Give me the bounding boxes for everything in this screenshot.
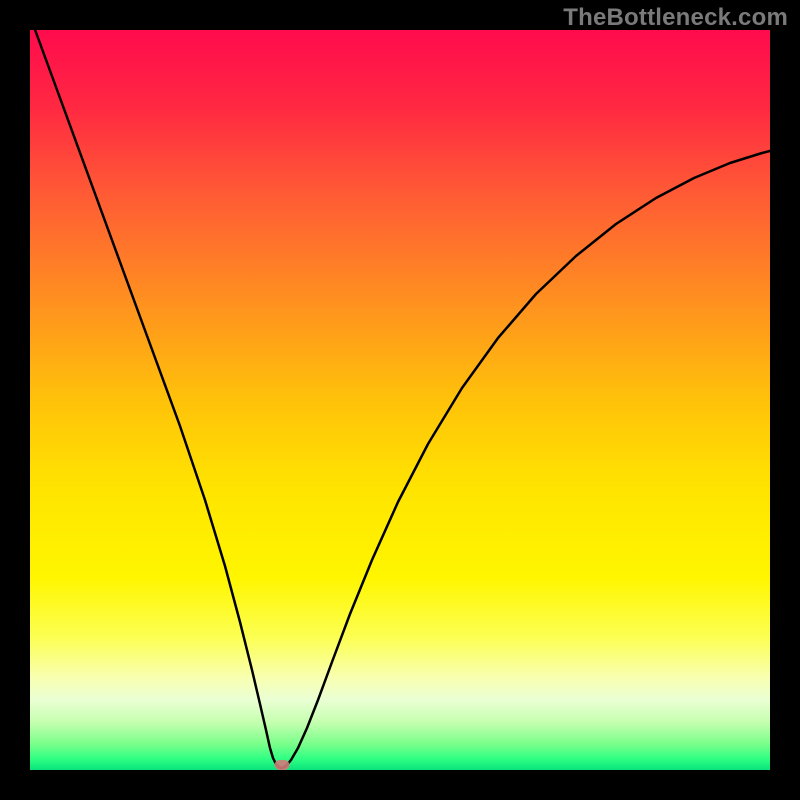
chart-container: TheBottleneck.com — [0, 0, 800, 800]
bottleneck-chart — [0, 0, 800, 800]
minimum-marker — [275, 760, 290, 770]
watermark-text: TheBottleneck.com — [563, 4, 788, 32]
plot-background — [30, 30, 770, 770]
